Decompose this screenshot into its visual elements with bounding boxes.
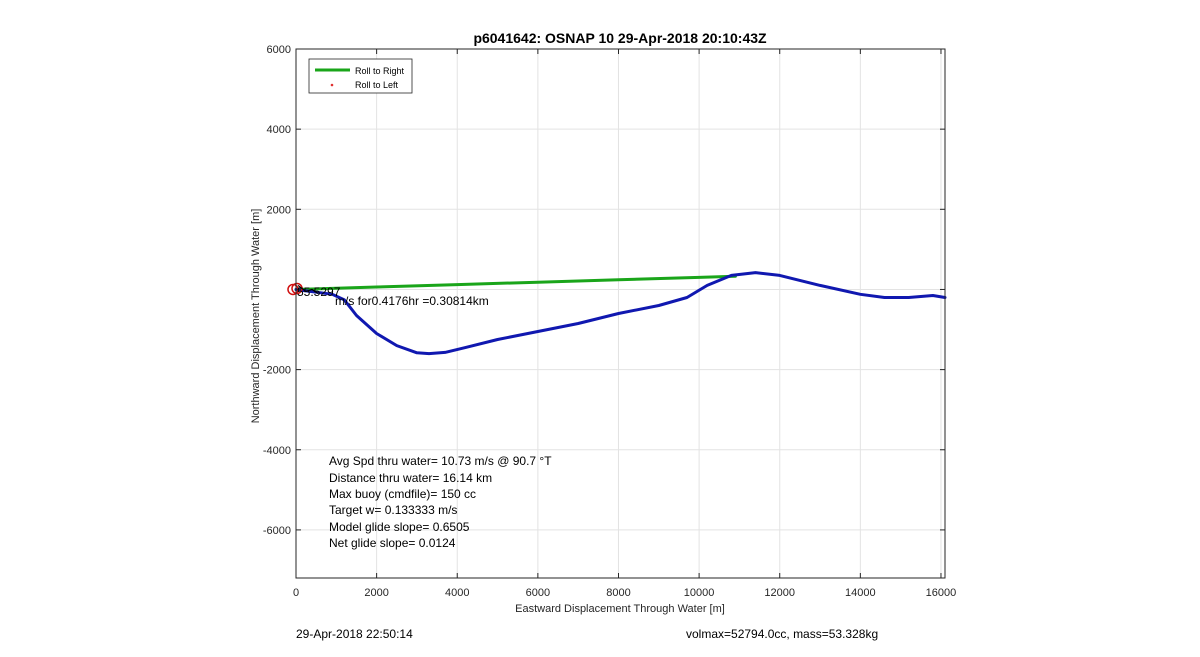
x-axis-label: Eastward Displacement Through Water [m] xyxy=(515,603,725,615)
y-tick-label: 2000 xyxy=(267,204,291,216)
y-axis-label: Northward Displacement Through Water [m] xyxy=(250,209,262,424)
y-tick-label: 4000 xyxy=(267,124,291,136)
legend-label-roll-right: Roll to Right xyxy=(355,66,405,76)
series-track-line xyxy=(294,271,947,356)
x-tick-label: 6000 xyxy=(526,587,550,599)
stat-distance: Distance thru water= 16.14 km xyxy=(329,471,492,485)
x-tick-label: 0 xyxy=(293,587,299,599)
tick-layer: 0 2000 4000 6000 8000 10000 12000 14000 16000 -60… xyxy=(263,44,956,599)
legend-box xyxy=(308,58,413,94)
y-tick-label: -2000 xyxy=(263,365,291,377)
stat-model-glide: Model glide slope= 0.6505 xyxy=(329,520,470,534)
x-tick-label: 10000 xyxy=(684,587,715,599)
footer-vol-mass: volmax=52794.0cc, mass=53.328kg xyxy=(686,627,878,641)
x-tick-label: 12000 xyxy=(764,587,795,599)
x-tick-label: 2000 xyxy=(364,587,388,599)
segment-label: m/s for0.4176hr =0.30814km xyxy=(335,294,489,308)
chart-title: p6041642: OSNAP 10 29-Apr-2018 20:10:43Z xyxy=(473,30,767,46)
y-tick-label: -4000 xyxy=(263,445,291,457)
y-tick-label: 6000 xyxy=(267,44,291,56)
start-marker-trace xyxy=(297,284,319,294)
stat-net-glide: Net glide slope= 0.0124 xyxy=(329,536,456,550)
legend: Roll to Right Roll to Left xyxy=(308,58,413,94)
overlap-label: 55.5297 xyxy=(297,285,341,299)
x-tick-label: 14000 xyxy=(845,587,876,599)
legend-label-roll-left: Roll to Left xyxy=(355,80,399,90)
plot-frame xyxy=(295,48,946,579)
stat-max-buoy: Max buoy (cmdfile)= 150 cc xyxy=(329,487,476,501)
footer-timestamp: 29-Apr-2018 22:50:14 xyxy=(296,627,413,641)
y-tick-label: -6000 xyxy=(263,525,291,537)
x-tick-label: 8000 xyxy=(606,587,630,599)
series-layer xyxy=(294,271,947,356)
series-roll-right-line xyxy=(294,274,737,291)
stats-block: Avg Spd thru water= 10.73 m/s @ 90.7 °T … xyxy=(329,454,552,550)
x-tick-label: 16000 xyxy=(926,587,957,599)
stat-target-w: Target w= 0.133333 m/s xyxy=(329,503,457,517)
legend-swatch-roll-left xyxy=(330,83,334,87)
stat-avg-speed: Avg Spd thru water= 10.73 m/s @ 90.7 °T xyxy=(329,454,552,468)
x-tick-label: 4000 xyxy=(445,587,469,599)
